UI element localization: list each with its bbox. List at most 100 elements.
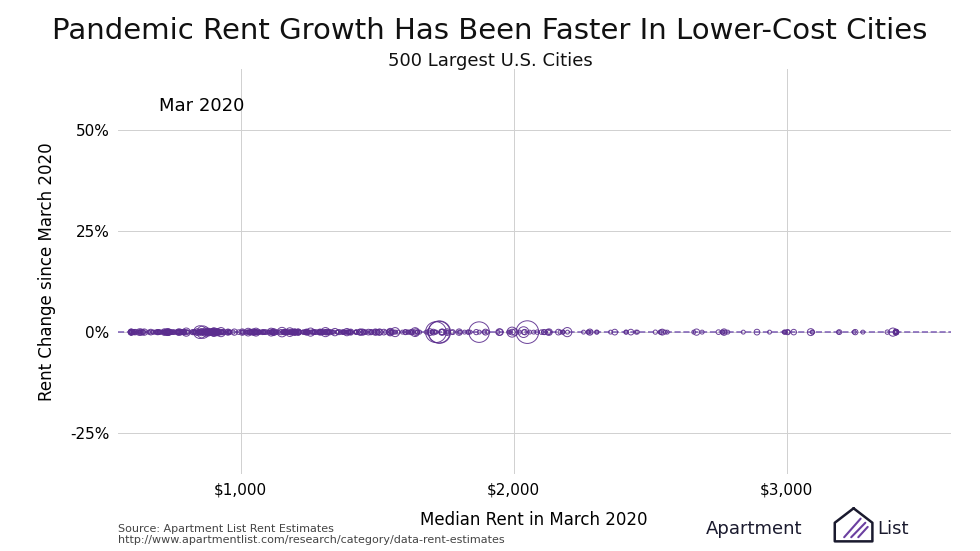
Point: [291, 328, 307, 337]
Point: [150, 328, 166, 337]
Point: [266, 328, 281, 337]
Point: [888, 328, 904, 337]
Point: [313, 328, 328, 337]
Point: [386, 328, 402, 337]
Point: [164, 328, 179, 337]
Point: [686, 328, 702, 337]
Point: [363, 328, 378, 337]
Point: [172, 328, 187, 337]
Point: [401, 328, 416, 337]
Point: [243, 328, 259, 337]
Point: [160, 328, 175, 337]
Point: [428, 328, 444, 337]
Point: [151, 328, 167, 337]
Point: [252, 328, 268, 337]
Point: [452, 328, 467, 337]
Point: [281, 328, 297, 337]
Point: [888, 328, 904, 337]
Point: [421, 328, 437, 337]
Point: [888, 328, 904, 337]
Point: [519, 328, 535, 337]
Point: [157, 328, 172, 337]
Point: [315, 328, 330, 337]
Point: [526, 328, 542, 337]
Point: [214, 328, 229, 337]
Text: Mar 2020: Mar 2020: [159, 97, 244, 115]
Point: [297, 328, 313, 337]
Point: [290, 328, 306, 337]
Point: [888, 328, 904, 337]
Point: [387, 328, 403, 337]
Point: [125, 328, 141, 337]
Point: [888, 328, 904, 337]
Point: [307, 328, 322, 337]
Point: [275, 328, 291, 337]
Point: [312, 328, 327, 337]
Point: [580, 328, 596, 337]
Point: [331, 328, 347, 337]
Point: [312, 328, 327, 337]
Point: [265, 328, 280, 337]
Point: [283, 328, 299, 337]
Point: [318, 328, 333, 337]
Point: [408, 328, 423, 337]
Point: [780, 328, 796, 337]
Point: [335, 328, 351, 337]
Point: [715, 328, 731, 337]
Point: [410, 328, 425, 337]
Point: [461, 328, 476, 337]
Point: [209, 328, 224, 337]
Point: [163, 328, 178, 337]
Point: [348, 328, 364, 337]
Point: [123, 328, 139, 337]
Point: [343, 328, 359, 337]
Point: [123, 328, 139, 337]
Point: [400, 328, 416, 337]
Point: [275, 328, 291, 337]
Point: [778, 328, 794, 337]
Point: [220, 328, 235, 337]
Point: [199, 328, 215, 337]
Point: [428, 328, 444, 337]
Point: [162, 328, 177, 337]
Point: [256, 328, 271, 337]
Point: [856, 328, 871, 337]
Point: [369, 328, 385, 337]
Point: [123, 328, 139, 337]
Point: [202, 328, 218, 337]
Point: [210, 328, 225, 337]
Point: [171, 328, 186, 337]
Point: [654, 328, 669, 337]
Point: [288, 328, 304, 337]
Point: [761, 328, 777, 337]
Point: [356, 328, 371, 337]
Point: [123, 328, 139, 337]
Point: [310, 328, 325, 337]
Point: [404, 328, 419, 337]
Point: [341, 328, 357, 337]
Point: [164, 328, 179, 337]
Point: [307, 328, 322, 337]
Point: [376, 328, 392, 337]
Point: [364, 328, 379, 337]
Point: [262, 328, 277, 337]
Point: [201, 328, 217, 337]
Point: [123, 328, 139, 337]
Point: [451, 328, 466, 337]
Point: [384, 328, 400, 337]
Point: [536, 328, 552, 337]
Point: [888, 328, 904, 337]
Point: [278, 328, 294, 337]
Point: [284, 328, 300, 337]
Point: [123, 328, 139, 337]
Point: [151, 328, 167, 337]
Point: [252, 328, 268, 337]
Point: [282, 328, 298, 337]
Point: [618, 328, 634, 337]
Point: [123, 328, 139, 337]
Point: [206, 328, 221, 337]
Point: [195, 328, 211, 337]
Point: [555, 328, 570, 337]
Point: [125, 328, 141, 337]
Point: [126, 328, 142, 337]
